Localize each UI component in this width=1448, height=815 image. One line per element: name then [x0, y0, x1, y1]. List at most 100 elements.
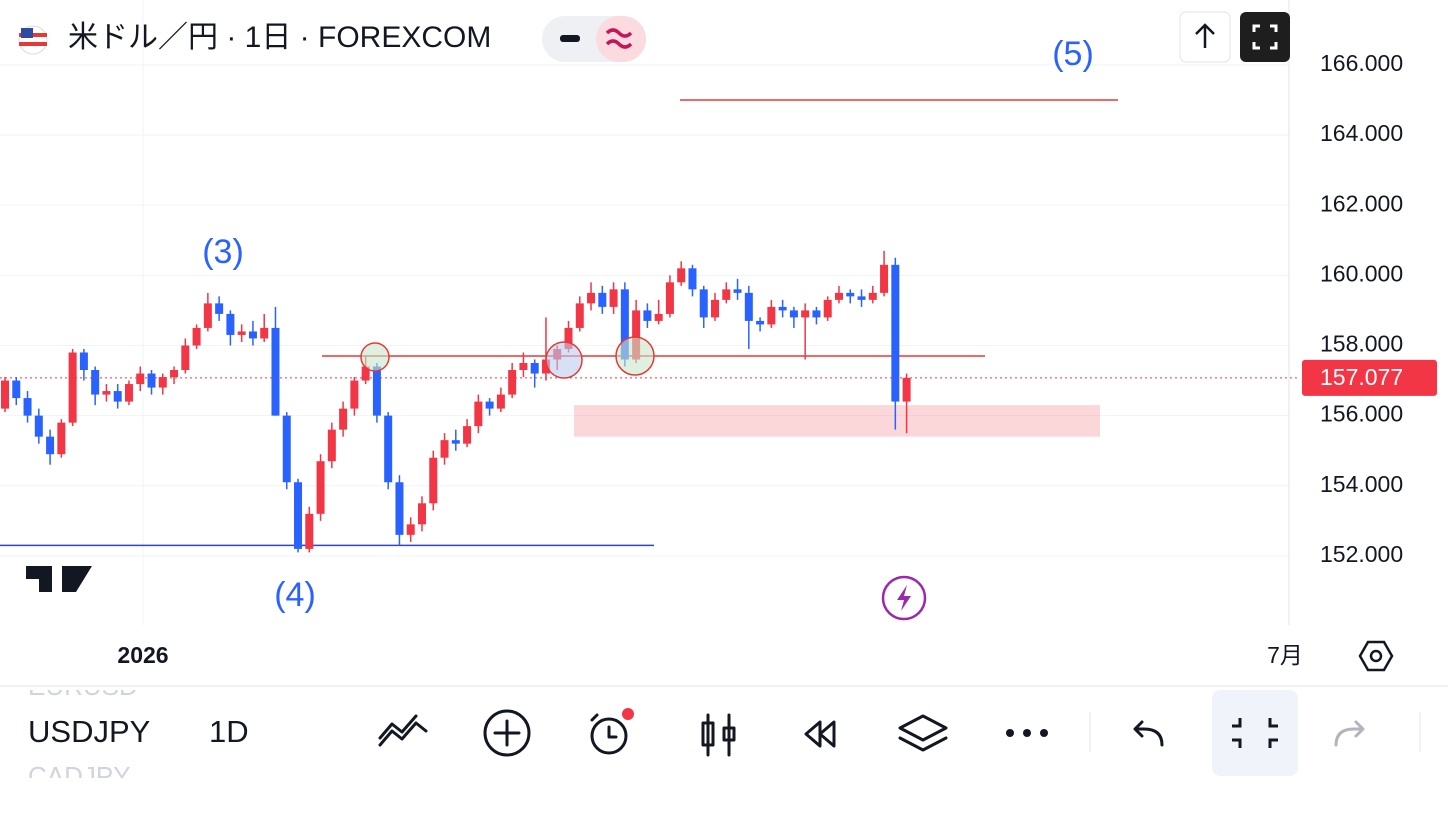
candle-body [575, 303, 584, 328]
y-tick-label: 152.000 [1320, 541, 1403, 567]
candle-body [68, 352, 77, 423]
collapse-button[interactable] [1212, 690, 1298, 776]
candle-body [113, 391, 122, 402]
symbol-next[interactable]: CADJPY [28, 761, 131, 791]
wave-label: (5) [1052, 35, 1094, 73]
candle-body [91, 370, 100, 395]
candle-body [440, 440, 449, 458]
candle-body [248, 331, 257, 339]
candle-body [282, 415, 291, 483]
collapse-icon [1232, 718, 1278, 748]
candle-body [711, 299, 720, 318]
candle-body [226, 313, 235, 335]
y-tick-label: 162.000 [1320, 190, 1403, 216]
candle-body [485, 401, 494, 409]
candle-body [733, 289, 742, 293]
status-badge[interactable] [596, 16, 646, 62]
y-tick-label: 154.000 [1320, 471, 1403, 497]
candle-body [665, 282, 674, 314]
candle-body [316, 461, 325, 514]
candle-body [260, 327, 269, 339]
add-button[interactable] [483, 709, 531, 757]
indicators-icon[interactable] [378, 714, 428, 747]
candle-body [181, 345, 190, 371]
candle-body [508, 370, 517, 395]
candle-body [34, 415, 43, 437]
touch-circle [615, 336, 655, 376]
chart-type-icon[interactable] [701, 713, 736, 757]
candle-body [192, 327, 201, 346]
candle-body [12, 380, 21, 399]
more-icon[interactable] [1006, 729, 1048, 737]
candle-body [823, 299, 832, 318]
candle-body [789, 310, 798, 318]
market-closed-icon[interactable] [560, 35, 580, 42]
symbol-current[interactable]: USDJPY [28, 714, 150, 749]
x-tick-label: 7月 [1267, 642, 1303, 668]
y-tick-label: 166.000 [1320, 50, 1403, 76]
candle-body [891, 264, 900, 402]
candle-body [744, 292, 753, 321]
candle-body [23, 398, 32, 416]
flag-icon [18, 25, 48, 55]
candle-body [451, 440, 460, 444]
candle-body [868, 292, 877, 300]
settings-icon[interactable] [1358, 640, 1394, 672]
wave-label: (3) [202, 233, 244, 271]
undo-icon[interactable] [1133, 720, 1164, 747]
x-tick-label: 2026 [117, 642, 168, 668]
touch-circle [360, 342, 390, 372]
candle-body [170, 370, 179, 378]
candle-body [643, 310, 652, 321]
y-tick-label: 160.000 [1320, 260, 1403, 286]
touch-circle [545, 341, 583, 379]
fullscreen-icon [1252, 24, 1278, 50]
candle-body [778, 306, 787, 311]
arrow-up-icon [1195, 23, 1215, 48]
candle-body [598, 292, 607, 307]
candle-body [350, 380, 359, 409]
candle-body [339, 408, 348, 430]
candle-body [587, 292, 596, 304]
alert-icon[interactable] [590, 717, 628, 755]
candle-body [406, 524, 415, 535]
candle-body [429, 457, 438, 504]
candle-body [857, 296, 866, 300]
candle-body [158, 377, 167, 388]
candle-body [677, 268, 686, 283]
candle-body [102, 391, 111, 395]
alert-dot [622, 708, 634, 720]
candle-body [699, 289, 708, 318]
symbol-title[interactable]: 米ドル／円 · 1日 · FOREXCOM [68, 21, 491, 54]
candle-body [147, 373, 156, 388]
candle-body [1, 380, 9, 409]
candle-body [609, 289, 618, 307]
candle-body [237, 331, 246, 335]
candle-body [294, 482, 303, 549]
candle-body [846, 292, 855, 297]
last-price-box [1302, 359, 1437, 396]
candle-body [361, 366, 370, 381]
candle-body [372, 366, 381, 416]
candle-body [327, 429, 336, 462]
candle-body [654, 313, 663, 321]
y-tick-label: 164.000 [1320, 120, 1403, 146]
candle-body [215, 303, 224, 314]
tradingview-logo [26, 566, 92, 592]
symbol-prev[interactable]: EURUSD [28, 671, 138, 701]
plus-icon [493, 719, 521, 747]
candle-body [46, 436, 55, 455]
candle-body [632, 310, 641, 360]
candle-body [519, 363, 528, 371]
candle-body [756, 320, 765, 325]
delayed-icon[interactable] [605, 28, 633, 49]
candle-body [417, 503, 426, 525]
candle-body [474, 401, 483, 427]
candle-body [271, 327, 280, 416]
fullscreen-button[interactable] [1240, 12, 1290, 62]
replay-icon[interactable] [804, 720, 836, 748]
layers-icon[interactable] [898, 714, 948, 752]
interval[interactable]: 1D [209, 714, 249, 749]
candle-body [834, 292, 843, 300]
